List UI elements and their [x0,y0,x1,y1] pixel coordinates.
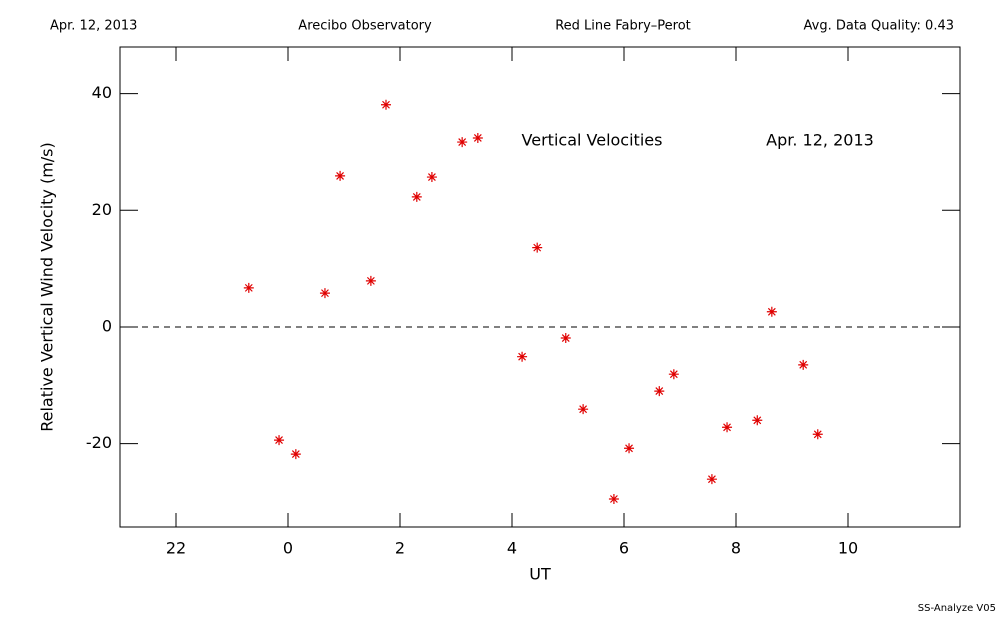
point [517,351,528,362]
header-quality: Avg. Data Quality: 0.43 [804,19,954,34]
x-tick-label: 8 [731,539,741,558]
x-tick-label: 6 [619,539,629,558]
point [365,275,376,286]
plot-frame [119,46,961,528]
annotation: Apr. 12, 2013 [766,131,874,150]
footer: SS-Analyze V05 [918,603,996,614]
point [457,137,468,148]
point [243,282,254,293]
header-date: Apr. 12, 2013 [50,19,137,34]
point [472,132,483,143]
point [426,172,437,183]
x-tick-label: 4 [507,539,517,558]
annotation: Vertical Velocities [522,131,663,150]
x-axis-label: UT [529,565,551,584]
y-tick-label: 40 [92,83,112,102]
point [381,99,391,110]
point [319,288,330,299]
header-site: Arecibo Observatory [298,19,432,34]
point [578,404,589,415]
point [274,435,285,446]
y-tick-label: 20 [92,200,112,219]
point [812,429,823,440]
point [706,474,717,485]
point [290,449,301,460]
x-tick-label: 2 [395,539,405,558]
header-instrument: Red Line Fabry–Perot [555,19,691,34]
point [654,386,665,397]
x-tick-label: 10 [838,539,858,558]
x-tick-label: 22 [166,539,186,558]
x-tick-label: 0 [283,539,293,558]
point [668,369,679,380]
point [335,170,346,181]
y-axis-label: Relative Vertical Wind Velocity (m/s) [38,142,57,432]
point [560,333,571,344]
y-tick-label: -20 [86,433,112,452]
y-tick-label: 0 [102,316,112,335]
point [722,422,733,433]
point [608,494,619,505]
point [624,443,635,454]
point [752,415,763,426]
point [766,306,777,317]
point [798,359,809,370]
point [411,191,422,202]
point [532,242,543,253]
